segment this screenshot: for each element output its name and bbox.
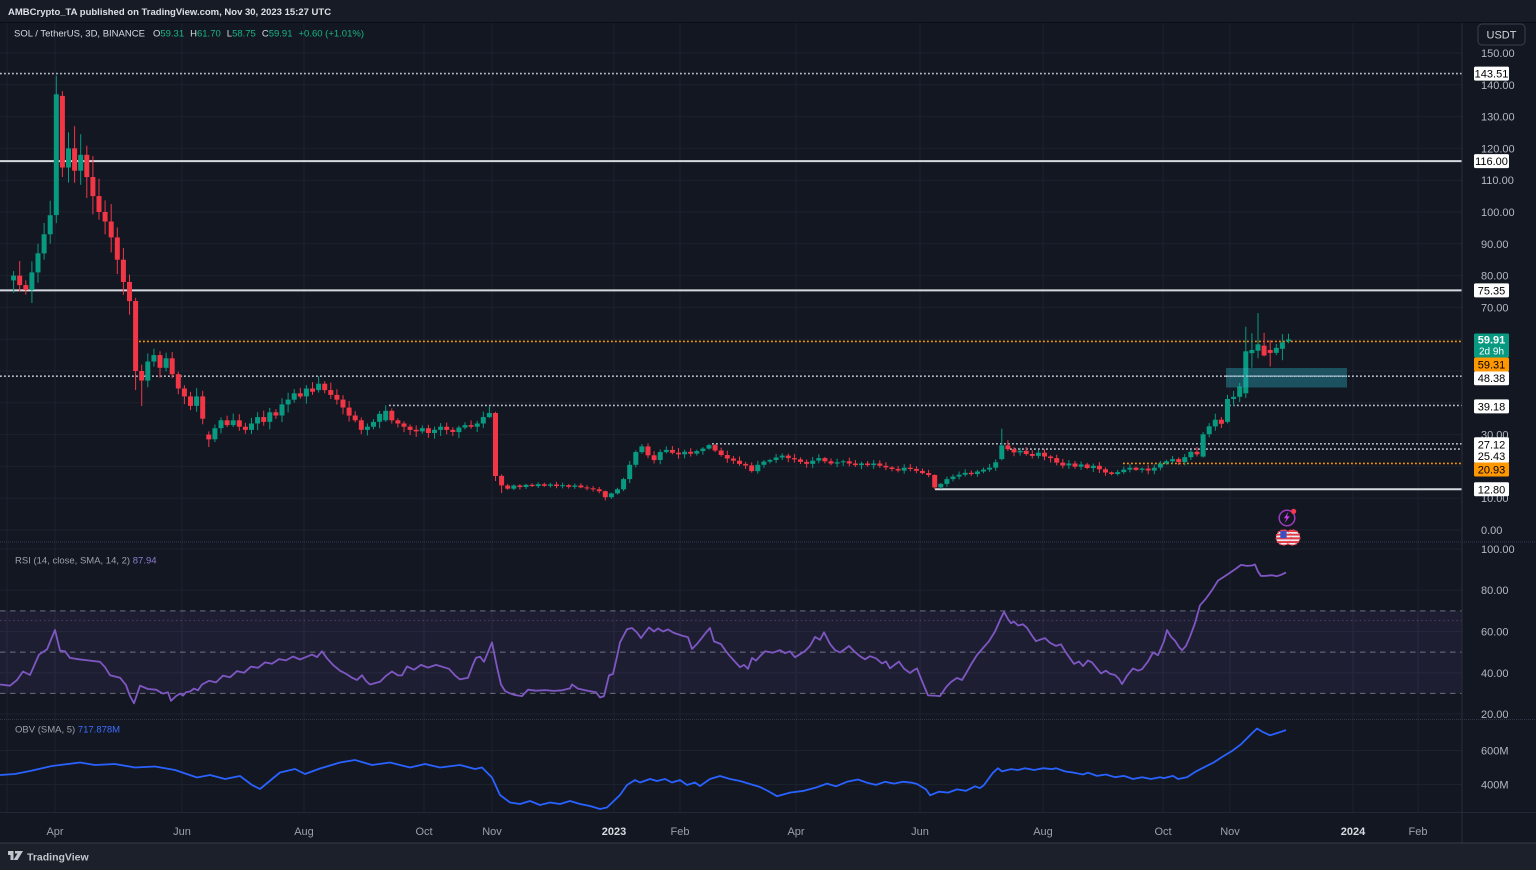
svg-text:2024: 2024 bbox=[1341, 826, 1366, 838]
svg-text:Apr: Apr bbox=[46, 826, 63, 838]
svg-text:27.12: 27.12 bbox=[1478, 439, 1506, 451]
svg-text:90.00: 90.00 bbox=[1481, 239, 1509, 251]
svg-text:Nov: Nov bbox=[482, 826, 502, 838]
svg-text:143.51: 143.51 bbox=[1475, 69, 1509, 81]
svg-text:Nov: Nov bbox=[1220, 826, 1240, 838]
svg-text:59.91: 59.91 bbox=[1478, 335, 1506, 347]
svg-text:600M: 600M bbox=[1481, 746, 1509, 758]
svg-text:75.35: 75.35 bbox=[1478, 285, 1506, 297]
svg-text:110.00: 110.00 bbox=[1481, 175, 1514, 187]
svg-text:40.00: 40.00 bbox=[1481, 668, 1509, 680]
svg-text:RSI (14, close, SMA, 14, 2) 87: RSI (14, close, SMA, 14, 2) 87.94 bbox=[15, 556, 157, 567]
svg-text:20.00: 20.00 bbox=[1481, 709, 1509, 721]
svg-text:39.18: 39.18 bbox=[1478, 401, 1506, 413]
svg-text:116.00: 116.00 bbox=[1475, 156, 1508, 168]
svg-text:2d 9h: 2d 9h bbox=[1479, 347, 1504, 358]
svg-text:80.00: 80.00 bbox=[1481, 271, 1509, 283]
svg-text:25.43: 25.43 bbox=[1478, 451, 1506, 463]
svg-text:Jun: Jun bbox=[911, 826, 929, 838]
svg-text:100.00: 100.00 bbox=[1481, 207, 1515, 219]
svg-text:80.00: 80.00 bbox=[1481, 585, 1509, 597]
svg-text:48.38: 48.38 bbox=[1478, 373, 1506, 385]
svg-text:0.00: 0.00 bbox=[1481, 525, 1502, 537]
svg-text:59.31: 59.31 bbox=[1478, 360, 1506, 372]
svg-text:150.00: 150.00 bbox=[1481, 48, 1515, 60]
svg-text:Aug: Aug bbox=[294, 826, 314, 838]
svg-text:AMBCrypto_TA published on Trad: AMBCrypto_TA published on TradingView.co… bbox=[8, 7, 331, 18]
svg-text:Oct: Oct bbox=[1154, 826, 1171, 838]
svg-text:70.00: 70.00 bbox=[1481, 302, 1509, 314]
svg-text:OBV (SMA, 5) 717.878M: OBV (SMA, 5) 717.878M bbox=[15, 725, 120, 736]
svg-text:Apr: Apr bbox=[787, 826, 804, 838]
svg-text:100.00: 100.00 bbox=[1481, 544, 1515, 556]
svg-text:USDT: USDT bbox=[1487, 30, 1517, 42]
svg-text:130.00: 130.00 bbox=[1481, 112, 1515, 124]
svg-text:400M: 400M bbox=[1481, 780, 1509, 792]
svg-text:Oct: Oct bbox=[415, 826, 432, 838]
svg-text:TradingView: TradingView bbox=[27, 852, 89, 864]
svg-text:60.00: 60.00 bbox=[1481, 627, 1509, 639]
svg-text:120.00: 120.00 bbox=[1481, 143, 1515, 155]
svg-text:Feb: Feb bbox=[1409, 826, 1428, 838]
svg-text:2023: 2023 bbox=[602, 826, 626, 838]
svg-text:20.93: 20.93 bbox=[1478, 465, 1506, 477]
svg-text:12.80: 12.80 bbox=[1478, 484, 1506, 496]
svg-text:Aug: Aug bbox=[1033, 826, 1053, 838]
svg-text:140.00: 140.00 bbox=[1481, 80, 1515, 92]
svg-text:Jun: Jun bbox=[173, 826, 191, 838]
svg-text:Feb: Feb bbox=[671, 826, 690, 838]
